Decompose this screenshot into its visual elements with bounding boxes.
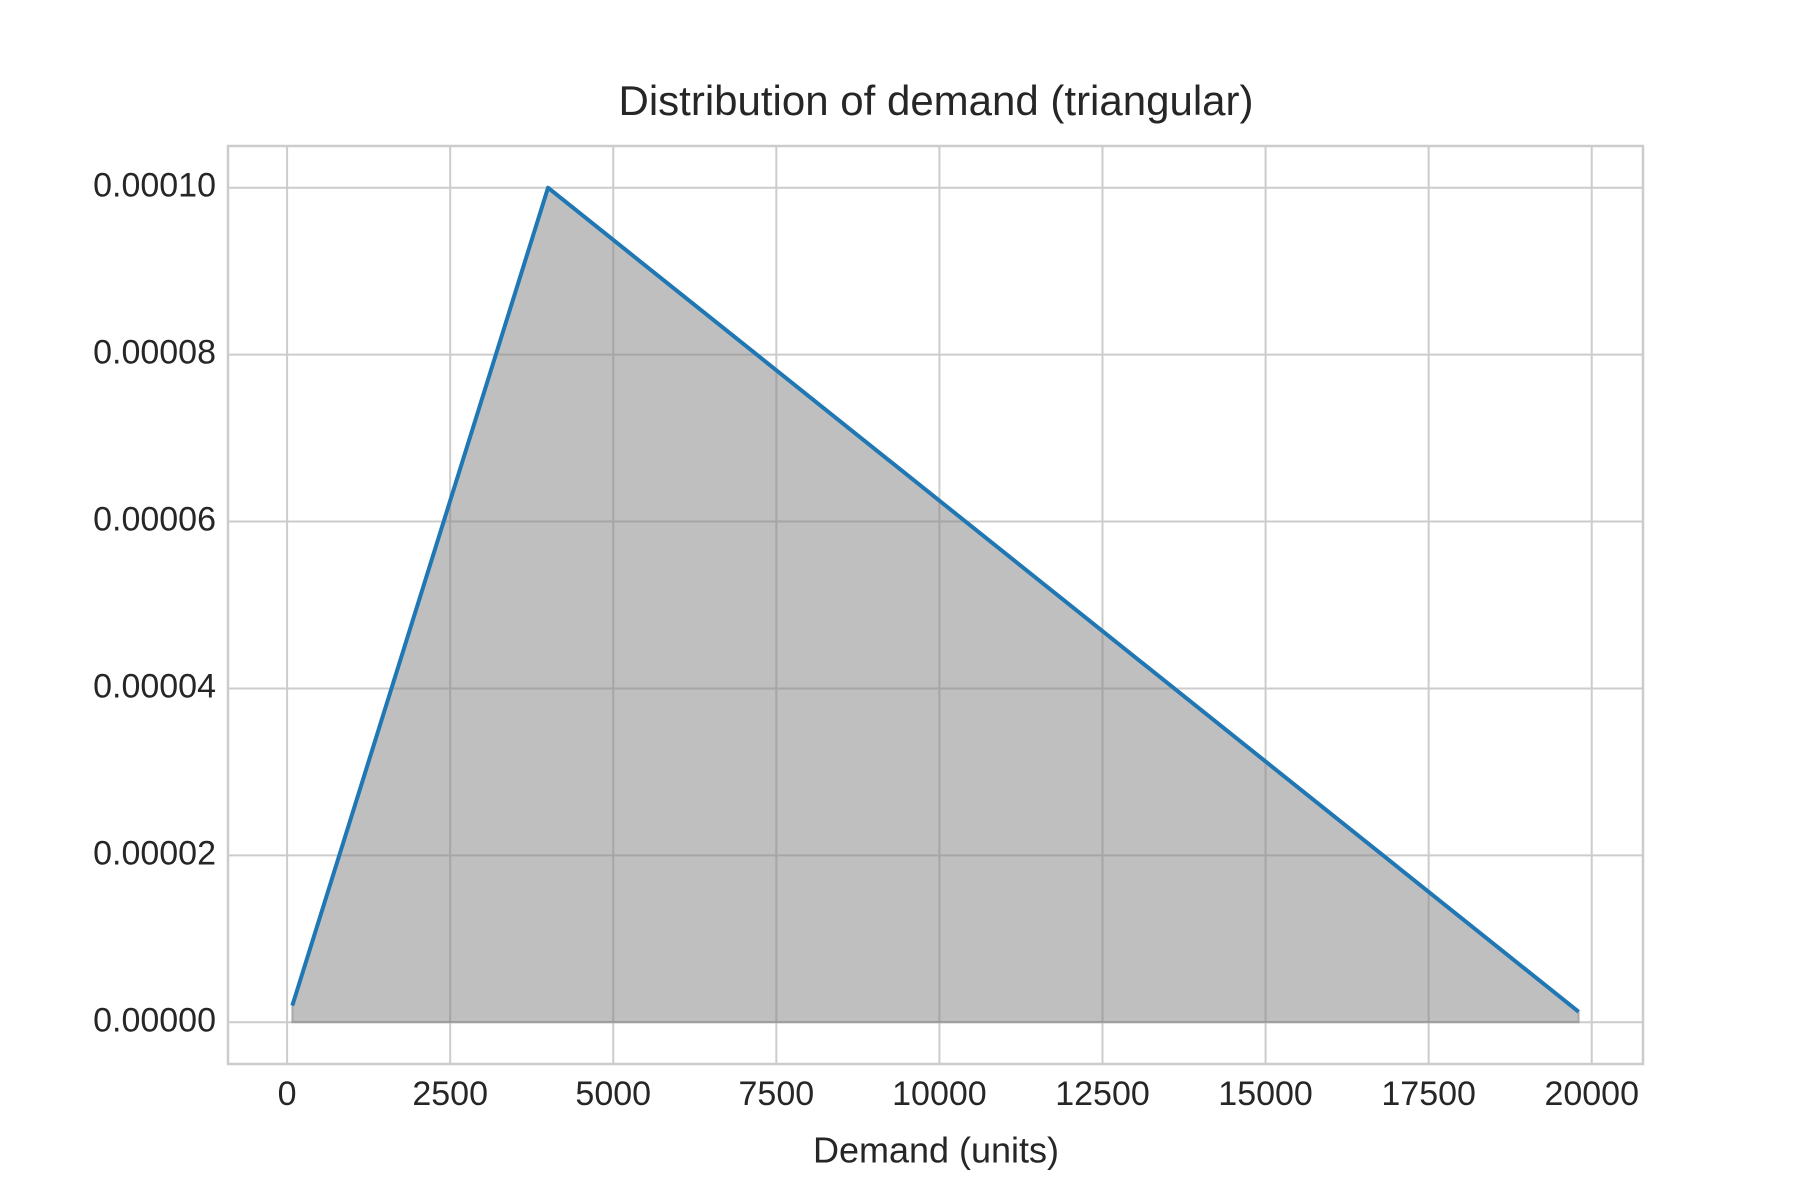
x-tick-label: 0 (278, 1075, 297, 1113)
x-tick-label: 12500 (1055, 1075, 1150, 1113)
chart-title: Distribution of demand (triangular) (619, 77, 1254, 124)
area-fill (291, 186, 1580, 1024)
x-tick-label: 15000 (1218, 1075, 1313, 1113)
y-tick-label: 0.00010 (93, 167, 216, 205)
y-tick-label: 0.00004 (93, 667, 216, 705)
x-tick-label: 7500 (739, 1075, 815, 1113)
y-tick-label: 0.00008 (93, 334, 216, 372)
x-tick-label: 2500 (412, 1075, 488, 1113)
x-tick-label: 5000 (575, 1075, 651, 1113)
x-tick-label: 20000 (1544, 1075, 1639, 1113)
y-tick-label: 0.00006 (93, 501, 216, 539)
x-tick-label: 17500 (1381, 1075, 1476, 1113)
y-tick-label: 0.00000 (93, 1001, 216, 1039)
y-tick-label: 0.00002 (93, 834, 216, 872)
x-axis-label: Demand (units) (813, 1130, 1059, 1171)
x-tick-label: 10000 (892, 1075, 987, 1113)
line (290, 185, 1580, 1014)
plot-frame (226, 144, 1645, 1066)
